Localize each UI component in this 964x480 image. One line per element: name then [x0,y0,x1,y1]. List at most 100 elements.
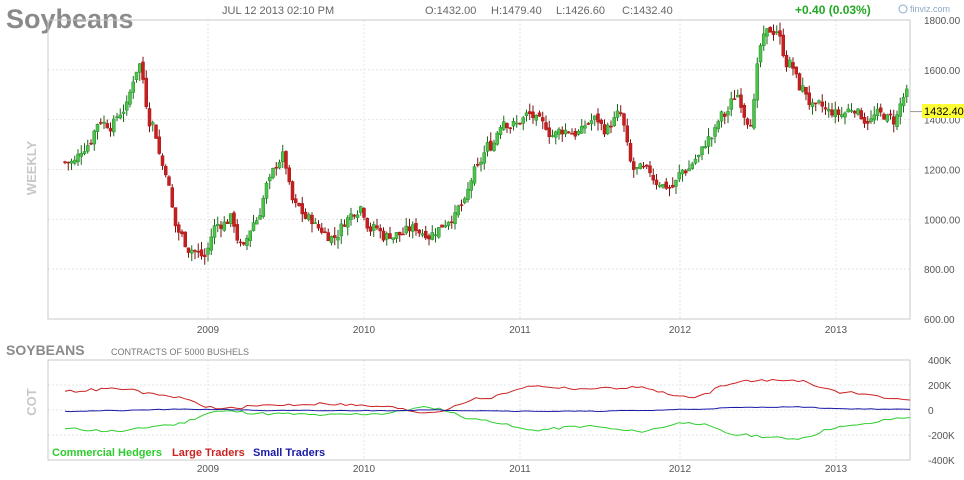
candle-body [625,125,629,143]
candle-body [794,66,798,75]
candle-body [684,170,688,174]
candle-body [836,109,841,115]
candle-body [651,174,655,181]
candle-body [320,227,324,233]
candle-body [255,220,259,225]
candle-body [680,169,685,175]
candle-body [385,233,389,240]
price-y-axis: 1800.00 1600.00 1400.00 1200.00 1000.00 800.0… [924,16,961,326]
candle-body [765,28,769,37]
candle-body [151,122,155,125]
candle-body [147,108,152,127]
candle-body [677,172,681,180]
cot-series [64,378,911,440]
candle-body [632,161,636,170]
cot-side-label: COT [24,388,39,416]
low-label: L:1426.60 [556,5,605,17]
candle-body [414,222,418,231]
candle-body [398,231,402,236]
candle-body [180,231,184,235]
candle-body [589,120,594,125]
candle-body [433,234,438,236]
candle-body [784,54,789,68]
candle-body [804,86,808,95]
candle-body [742,104,746,118]
candle-body [550,135,555,137]
cot-y-axis: 400K 200K 0 -200K -400K [928,356,955,467]
candle-body [752,99,756,129]
candle-body [79,153,83,157]
candle-body [658,185,662,187]
price-y-tick: 1000.00 [924,215,961,226]
candle-body [89,142,93,145]
candle-body [537,112,542,117]
candle-body [736,95,740,98]
candle-body [388,233,392,239]
candle-body [203,254,207,257]
candle-body [778,30,782,37]
candle-body [235,224,239,241]
candle-body [333,235,337,238]
candle-body [729,98,733,110]
candle-body [316,224,321,229]
candle-body [593,115,597,120]
candle-body [567,131,571,134]
candle-body [573,130,577,137]
finviz-logo[interactable]: finviz.com [898,4,950,14]
high-label: H:1479.40 [491,5,542,17]
candle-body [424,230,428,239]
candle-body [456,205,460,216]
candle-body [125,101,129,111]
candle-body [99,122,103,124]
candle-body [368,226,373,232]
candlestick-series [63,22,922,265]
candle-body [869,118,873,122]
candle-body [365,218,369,229]
candle-body [888,113,893,116]
candle-body [661,183,665,188]
candle-body [446,221,451,226]
candle-body [336,236,340,241]
candle-body [294,198,298,204]
price-y-tick: 1600.00 [924,66,961,77]
price-y-tick: 800.00 [924,265,955,276]
candle-body [690,163,694,169]
candle-body [875,108,880,116]
candle-body [459,204,464,206]
candle-body [671,184,675,188]
cot-line-large-traders [64,378,911,414]
candle-body [583,125,587,129]
date-label: JUL 12 2013 02:10 PM [222,5,334,17]
brand-label: finviz.com [910,4,950,14]
candle-body [381,230,386,241]
cot-x-tick: 2009 [197,464,220,475]
candle-body [144,77,148,108]
candle-body [164,166,168,176]
candle-body [420,233,425,236]
candle-body [284,151,288,169]
candle-body [76,153,80,163]
candle-body [856,108,860,115]
candle-body [248,230,252,241]
candle-body [186,247,191,253]
candle-body [723,113,727,117]
candle-body [118,114,122,119]
candle-body [580,125,584,134]
candle-body [570,133,574,135]
candle-body [745,118,750,125]
candle-body [232,212,236,227]
candle-body [810,102,815,108]
candle-body [557,128,561,135]
candle-body [687,168,691,172]
candle-body [820,101,824,107]
price-x-axis: 2009 2010 2011 2012 2013 [197,325,848,336]
candle-body [612,117,616,127]
price-x-tick: 2013 [825,325,848,336]
price-x-tick: 2009 [197,325,220,336]
candle-body [524,112,529,117]
candle-body [638,163,642,170]
candle-body [641,165,646,168]
close-label: C:1432.40 [622,5,673,17]
candle-body [310,214,314,225]
candle-body [313,222,317,224]
